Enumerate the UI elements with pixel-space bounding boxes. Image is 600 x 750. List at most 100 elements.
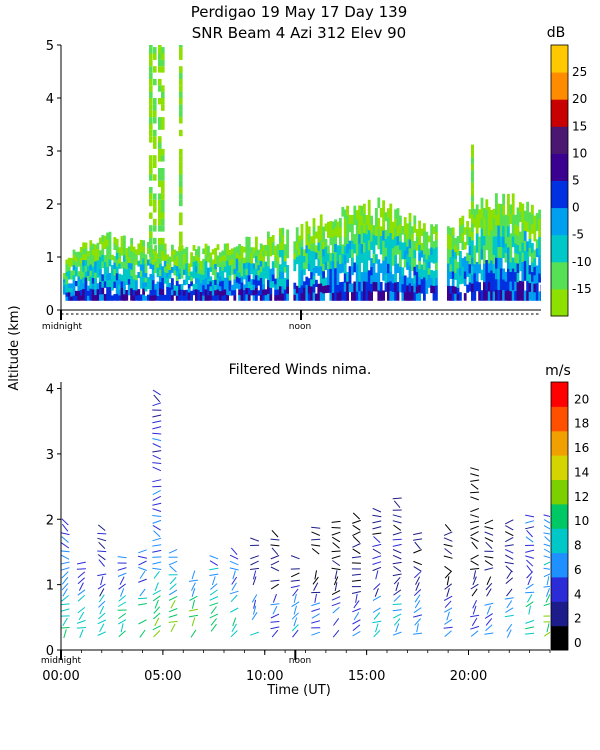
snr-cell <box>399 249 402 259</box>
snr-y-tick-label: 5 <box>46 39 54 54</box>
snr-cell <box>214 295 217 301</box>
snr-cell <box>504 243 508 253</box>
snr-cell <box>264 261 268 268</box>
snr-cell <box>151 295 155 301</box>
snr-cell <box>219 281 222 287</box>
wind-barb <box>372 607 381 613</box>
snr-cell <box>238 283 241 290</box>
snr-cell <box>123 287 126 295</box>
snr-cell <box>379 235 383 246</box>
snr-cell <box>202 274 205 280</box>
snr-cell <box>72 254 76 261</box>
wind-barb <box>413 566 422 572</box>
snr-cell <box>130 269 133 276</box>
snr-cell <box>207 284 210 290</box>
wind-barb <box>152 426 162 430</box>
snr-cell <box>295 249 299 257</box>
snr-cell <box>521 290 525 301</box>
snr-cell <box>179 168 183 175</box>
snr-cell <box>387 272 390 283</box>
wind-barb <box>230 630 238 638</box>
snr-cell <box>351 240 354 250</box>
snr-cell <box>113 243 117 250</box>
snr-cell <box>144 258 148 264</box>
snr-cell <box>108 279 112 288</box>
snr-cell <box>67 266 71 271</box>
snr-cell <box>226 283 229 290</box>
snr-cell <box>187 288 191 293</box>
snr-cell <box>425 259 429 267</box>
wind-barb <box>272 605 278 615</box>
wind-barb <box>270 566 280 572</box>
wind-barb <box>375 623 379 633</box>
wind-barb <box>525 591 535 594</box>
wind-barb <box>331 527 341 529</box>
snr-cell <box>67 296 71 301</box>
snr-cell <box>471 248 474 258</box>
wind-barb <box>231 576 238 585</box>
snr-cell <box>144 263 148 269</box>
snr-cell <box>211 285 215 291</box>
snr-cell <box>471 182 474 190</box>
wind-barb <box>352 548 361 555</box>
snr-cell <box>187 296 191 301</box>
wind-barb <box>352 519 361 524</box>
snr-cell <box>63 279 66 283</box>
snr-cell <box>159 275 162 283</box>
snr-cell <box>149 110 153 118</box>
snr-cell <box>497 268 501 280</box>
snr-cell <box>94 255 97 262</box>
snr-cell <box>154 289 157 296</box>
snr-cell <box>425 238 429 246</box>
snr-cell <box>103 242 107 249</box>
snr-cell <box>149 187 153 194</box>
snr-cell <box>406 223 409 232</box>
wind-barb <box>331 555 341 559</box>
snr-cell <box>403 242 407 251</box>
wind-barb <box>413 532 423 536</box>
snr-cell <box>147 242 150 249</box>
snr-cell <box>257 270 261 276</box>
wind-barb <box>152 589 161 596</box>
snr-cell <box>235 258 239 265</box>
snr-cell <box>259 260 263 267</box>
snr-cell <box>519 231 522 242</box>
wind-barb <box>168 608 178 613</box>
wind-barb <box>351 579 361 582</box>
wind-barb <box>229 590 239 595</box>
snr-cell <box>293 259 297 266</box>
snr-cell <box>535 248 539 258</box>
snr-cell <box>276 244 280 250</box>
snr-cell <box>269 281 273 289</box>
snr-cell <box>300 292 304 301</box>
snr-cell <box>307 256 311 264</box>
wind-barb <box>444 600 452 608</box>
snr-cell <box>221 260 225 266</box>
snr-cell <box>523 270 527 281</box>
snr-cell <box>142 240 145 247</box>
snr-cell <box>89 258 93 265</box>
snr-cell <box>153 142 157 149</box>
wind-barb <box>251 612 258 621</box>
snr-cell <box>456 236 460 243</box>
wind-barb <box>152 567 162 570</box>
snr-cell <box>483 208 486 218</box>
wind-barb <box>120 588 125 597</box>
snr-cell <box>65 267 69 273</box>
snr-cell <box>363 203 366 214</box>
snr-cell <box>226 289 229 295</box>
snr-cell <box>317 292 321 301</box>
snr-cell <box>67 257 71 263</box>
snr-cell <box>151 290 155 296</box>
snr-cell <box>324 238 328 247</box>
snr-cell <box>487 235 491 245</box>
snr-cell <box>382 240 385 251</box>
wind-barb <box>504 548 514 554</box>
snr-cell <box>466 268 469 277</box>
snr-cell <box>179 155 183 162</box>
snr-cell <box>103 255 107 262</box>
snr-cell <box>346 243 349 254</box>
snr-cell <box>91 283 95 290</box>
snr-cell <box>298 294 301 301</box>
